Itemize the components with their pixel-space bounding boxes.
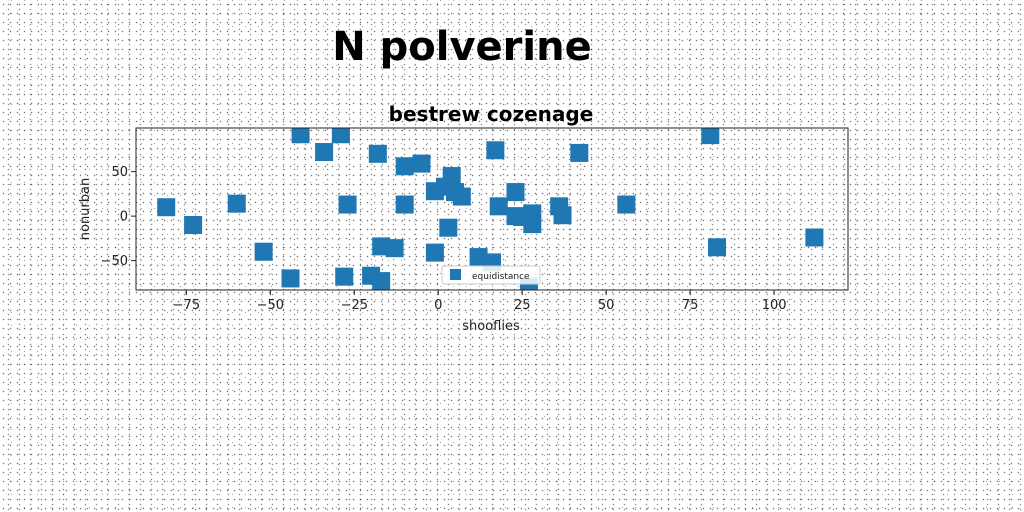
data-point-3 [368,144,387,163]
data-point-24 [553,206,572,225]
y-tick-label: 0 [120,210,128,225]
data-point-29 [254,242,273,261]
data-point-17 [338,195,357,214]
data-point-0 [291,128,310,144]
y-axis-label: nonurban [78,178,93,240]
x-tick-label: 0 [434,298,442,313]
legend-swatch [450,269,461,280]
data-point-18 [395,195,414,214]
figure-suptitle: N polverine [332,24,592,70]
data-point-28 [523,215,542,234]
x-axis-label: shooflies [462,319,520,334]
legend-box [441,265,541,285]
x-tick-label: −50 [257,298,284,313]
data-point-19 [489,197,508,216]
plot-frame [135,127,849,291]
data-point-38 [335,267,354,286]
data-point-40 [372,272,391,290]
data-point-2 [315,143,334,162]
data-point-25 [617,195,636,214]
data-point-36 [805,228,824,247]
y-tick-label: −50 [101,254,128,269]
data-point-1 [331,128,350,144]
data-point-5 [412,154,431,173]
data-point-35 [708,238,727,257]
data-point-31 [385,239,404,258]
x-tick-label: 100 [762,298,787,313]
x-tick-label: 75 [682,298,699,313]
data-point-16 [227,194,246,213]
x-tick-label: 25 [514,298,531,313]
y-axis-ticks: −50 0 50 [101,165,136,269]
data-point-13 [452,187,471,206]
data-point-37 [281,269,300,288]
data-point-32 [425,243,444,262]
x-tick-label: −75 [173,298,200,313]
data-point-15 [157,198,176,217]
data-point-26 [184,216,203,235]
legend-label: equidistance [472,272,530,282]
chart-legend: equidistance [441,265,541,285]
x-axis-ticks: −75 −50 −25 0 25 50 75 100 [173,290,787,313]
y-tick-label: 50 [111,165,128,180]
data-point-4 [395,157,414,176]
x-tick-label: −25 [341,298,368,313]
data-point-6 [486,141,505,160]
x-tick-label: 50 [598,298,615,313]
chart-title: bestrew cozenage [389,102,594,126]
data-point-27 [439,218,458,237]
data-point-14 [506,183,525,202]
data-point-8 [701,128,720,145]
data-point-7 [570,143,589,162]
scatter-marks [157,128,824,290]
